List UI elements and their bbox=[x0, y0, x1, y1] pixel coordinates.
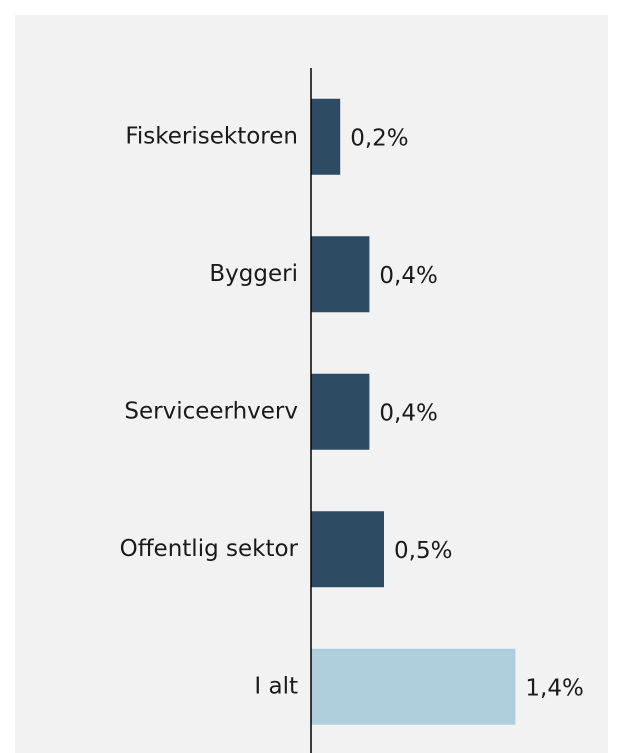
value-label: 0,4% bbox=[379, 263, 437, 289]
category-label: I alt bbox=[254, 673, 298, 699]
value-label: 0,5% bbox=[394, 538, 452, 564]
category-label: Byggeri bbox=[209, 261, 298, 287]
bar bbox=[311, 236, 370, 313]
category-label: Fiskerisektoren bbox=[125, 123, 298, 149]
category-label: Offentlig sektor bbox=[120, 536, 299, 562]
category-label: Serviceerhverv bbox=[124, 398, 298, 424]
value-label: 0,2% bbox=[350, 125, 408, 151]
bar bbox=[311, 511, 384, 588]
bar bbox=[311, 373, 370, 450]
value-label: 0,4% bbox=[379, 400, 437, 426]
bar bbox=[311, 648, 516, 725]
bar bbox=[311, 98, 341, 175]
value-label: 1,4% bbox=[525, 675, 583, 701]
